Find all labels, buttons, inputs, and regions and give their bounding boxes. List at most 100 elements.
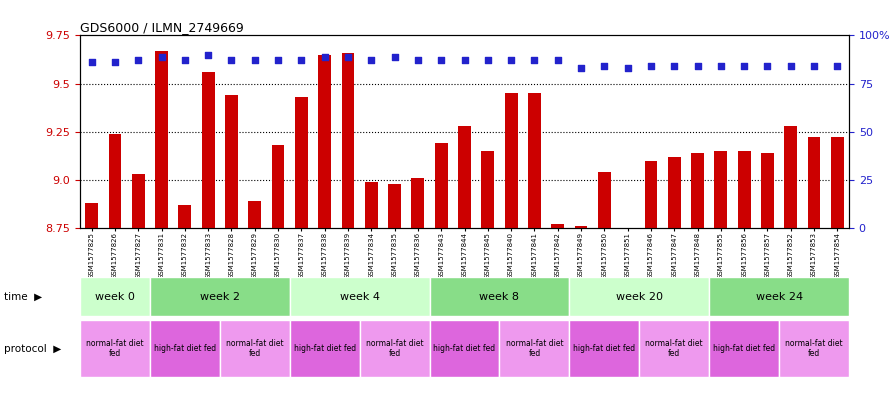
Bar — [80, 320, 150, 377]
Bar — [831, 138, 844, 228]
Point — [830, 63, 845, 69]
Text: normal-fat diet
fed: normal-fat diet fed — [226, 339, 284, 358]
Point — [597, 63, 612, 69]
Bar — [435, 143, 447, 228]
Text: normal-fat diet
fed: normal-fat diet fed — [365, 339, 423, 358]
Bar — [272, 145, 284, 228]
Point — [271, 57, 285, 64]
Bar — [248, 201, 261, 228]
Bar — [318, 55, 331, 228]
Text: week 0: week 0 — [95, 292, 135, 302]
Point — [783, 63, 797, 69]
Bar — [150, 320, 220, 377]
Bar — [569, 320, 639, 377]
Bar — [360, 320, 429, 377]
Bar — [458, 126, 471, 228]
Bar — [412, 178, 424, 228]
Point — [481, 57, 495, 64]
Bar — [150, 277, 290, 316]
Text: high-fat diet fed: high-fat diet fed — [434, 344, 495, 353]
Point — [574, 65, 589, 71]
Bar — [108, 134, 122, 228]
Text: protocol  ▶: protocol ▶ — [4, 344, 61, 354]
Point — [84, 59, 99, 66]
Text: high-fat diet fed: high-fat diet fed — [713, 344, 775, 353]
Bar — [429, 277, 569, 316]
Bar — [598, 172, 611, 228]
Point — [644, 63, 658, 69]
Point — [294, 57, 308, 64]
Text: week 4: week 4 — [340, 292, 380, 302]
Text: week 8: week 8 — [479, 292, 519, 302]
Bar — [500, 320, 569, 377]
Bar — [295, 97, 308, 228]
Bar — [290, 320, 360, 377]
Point — [737, 63, 751, 69]
Bar — [551, 224, 565, 228]
Bar — [709, 277, 849, 316]
Bar — [645, 161, 657, 228]
Text: week 24: week 24 — [756, 292, 803, 302]
Point — [714, 63, 728, 69]
Bar — [715, 151, 727, 228]
Text: normal-fat diet
fed: normal-fat diet fed — [785, 339, 843, 358]
Point — [691, 63, 705, 69]
Bar — [220, 320, 290, 377]
Point — [224, 57, 238, 64]
Point — [248, 57, 262, 64]
Point — [108, 59, 122, 66]
Bar — [784, 126, 797, 228]
Bar — [132, 174, 145, 228]
Bar — [668, 157, 681, 228]
Bar — [202, 72, 214, 228]
Point — [155, 53, 169, 60]
Point — [340, 53, 355, 60]
Point — [458, 57, 472, 64]
Text: normal-fat diet
fed: normal-fat diet fed — [506, 339, 564, 358]
Bar — [290, 277, 429, 316]
Point — [388, 53, 402, 60]
Bar — [179, 205, 191, 228]
Bar — [388, 184, 401, 228]
Bar — [738, 151, 750, 228]
Bar — [80, 277, 150, 316]
Text: week 2: week 2 — [200, 292, 240, 302]
Point — [411, 57, 425, 64]
Bar — [574, 226, 588, 228]
Point — [760, 63, 774, 69]
Point — [807, 63, 821, 69]
Point — [132, 57, 146, 64]
Point — [527, 57, 541, 64]
Point — [621, 65, 635, 71]
Bar — [691, 153, 704, 228]
Bar — [364, 182, 378, 228]
Bar — [429, 320, 500, 377]
Text: high-fat diet fed: high-fat diet fed — [293, 344, 356, 353]
Text: time  ▶: time ▶ — [4, 292, 43, 302]
Bar — [709, 320, 779, 377]
Bar — [85, 203, 98, 228]
Point — [504, 57, 518, 64]
Text: high-fat diet fed: high-fat diet fed — [154, 344, 216, 353]
Point — [364, 57, 379, 64]
Bar — [341, 53, 355, 228]
Text: week 20: week 20 — [616, 292, 663, 302]
Bar — [761, 153, 773, 228]
Point — [434, 57, 448, 64]
Bar — [569, 277, 709, 316]
Text: normal-fat diet
fed: normal-fat diet fed — [86, 339, 144, 358]
Bar — [639, 320, 709, 377]
Bar — [807, 138, 821, 228]
Point — [317, 53, 332, 60]
Text: normal-fat diet
fed: normal-fat diet fed — [645, 339, 703, 358]
Point — [667, 63, 681, 69]
Bar — [482, 151, 494, 228]
Text: GDS6000 / ILMN_2749669: GDS6000 / ILMN_2749669 — [80, 21, 244, 34]
Point — [178, 57, 192, 64]
Bar — [156, 51, 168, 228]
Point — [201, 51, 215, 58]
Bar — [505, 93, 517, 228]
Bar — [528, 93, 541, 228]
Point — [550, 57, 565, 64]
Bar — [225, 95, 238, 228]
